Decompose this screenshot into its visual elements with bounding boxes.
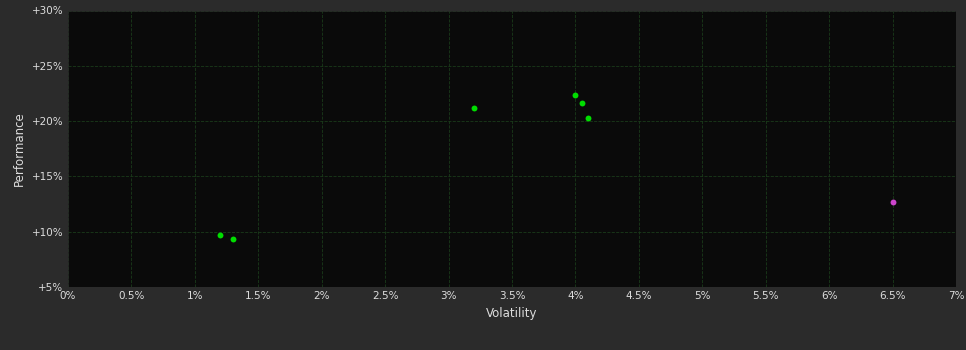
Point <box>467 105 482 111</box>
Point <box>213 232 228 238</box>
X-axis label: Volatility: Volatility <box>486 307 538 320</box>
Y-axis label: Performance: Performance <box>14 111 26 186</box>
Point <box>225 237 241 242</box>
Point <box>568 92 583 97</box>
Point <box>574 100 589 106</box>
Point <box>885 199 900 205</box>
Point <box>581 115 596 121</box>
